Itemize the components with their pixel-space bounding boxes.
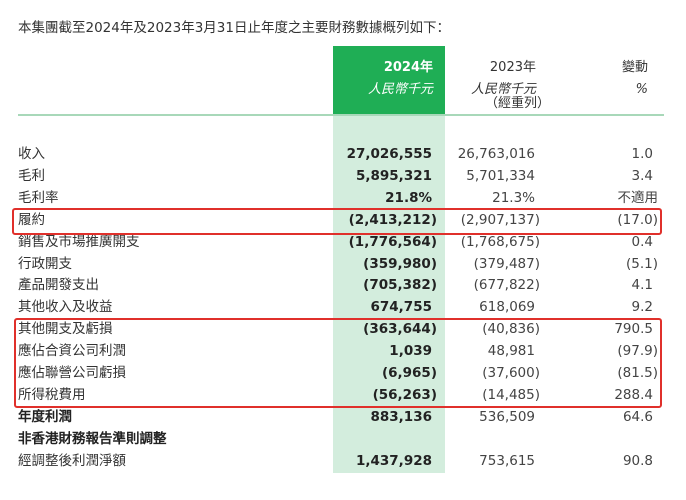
value-change: 90.8 bbox=[622, 452, 653, 469]
value-2023: (2,907,137) bbox=[460, 211, 540, 228]
value-change: (81.5) bbox=[617, 365, 658, 381]
value-change: 1.0 bbox=[631, 146, 653, 162]
value-2024: (705,382) bbox=[363, 277, 437, 294]
value-2023: 48,981 bbox=[487, 343, 535, 360]
header-change: 變動 bbox=[621, 60, 648, 75]
table-row: 所得稅費用 (56,263) (14,485) 288.4 bbox=[0, 384, 686, 406]
value-2023: 753,615 bbox=[479, 452, 535, 469]
value-2024: 27,026,555 bbox=[346, 146, 432, 162]
table-row: 其他開支及虧損 (363,644) (40,836) 790.5 bbox=[0, 318, 686, 340]
value-change: (17.0) bbox=[617, 211, 658, 228]
value-2024: (363,644) bbox=[363, 321, 437, 338]
row-label: 收入 bbox=[18, 146, 45, 162]
table-row: 年度利潤 883,136 536,509 64.6 bbox=[0, 406, 686, 428]
table-row: 行政開支 (359,980) (379,487) (5.1) bbox=[0, 253, 686, 275]
row-label: 非香港財務報告準則調整 bbox=[18, 430, 167, 447]
value-change: 不適用 bbox=[617, 189, 659, 206]
value-2023: 618,069 bbox=[479, 299, 535, 316]
value-2024: 5,895,321 bbox=[355, 167, 432, 184]
value-2024: 21.8% bbox=[385, 189, 432, 206]
value-2024: 1,039 bbox=[389, 343, 432, 360]
table-row: 應佔聯營公司虧損 (6,965) (37,600) (81.5) bbox=[0, 362, 686, 384]
header-2023-note: （經重列） bbox=[484, 96, 550, 111]
header-change-unit: % bbox=[635, 82, 648, 97]
row-label: 其他開支及虧損 bbox=[18, 321, 113, 338]
highlight-column-2024 bbox=[333, 115, 445, 473]
value-2024: (359,980) bbox=[363, 255, 437, 272]
header-2023-unit: 人民幣千元 bbox=[470, 82, 536, 97]
row-label: 應佔聯營公司虧損 bbox=[18, 365, 126, 381]
row-label: 產品開發支出 bbox=[18, 277, 99, 294]
table-row: 經調整後利潤淨額 1,437,928 753,615 90.8 bbox=[0, 450, 686, 472]
row-label: 經調整後利潤淨額 bbox=[18, 452, 126, 469]
value-2023: 21.3% bbox=[492, 189, 535, 206]
row-label: 履約 bbox=[18, 211, 45, 228]
value-change: 0.4 bbox=[631, 233, 653, 250]
value-change: (97.9) bbox=[617, 343, 658, 360]
table-row: 收入 27,026,555 26,763,016 1.0 bbox=[0, 143, 686, 165]
value-2023: (1,768,675) bbox=[460, 233, 540, 250]
table-row: 銷售及市場推廣開支 (1,776,564) (1,768,675) 0.4 bbox=[0, 231, 686, 253]
value-2023: 5,701,334 bbox=[466, 167, 535, 184]
row-label: 應佔合資公司利潤 bbox=[18, 343, 126, 360]
value-change: (5.1) bbox=[625, 255, 658, 272]
value-change: 9.2 bbox=[631, 299, 653, 316]
table-row: 毛利率 21.8% 21.3% 不適用 bbox=[0, 187, 686, 209]
row-label: 毛利 bbox=[18, 167, 45, 184]
value-2024: 1,437,928 bbox=[355, 452, 432, 469]
header-2024-year: 2024年 bbox=[383, 60, 433, 75]
value-2024: 883,136 bbox=[370, 408, 433, 425]
row-label: 毛利率 bbox=[18, 189, 59, 206]
row-label: 其他收入及收益 bbox=[18, 299, 113, 316]
value-2023: (677,822) bbox=[473, 277, 540, 294]
table-row: 履約 (2,413,212) (2,907,137) (17.0) bbox=[0, 209, 686, 231]
value-2023: (37,600) bbox=[482, 365, 540, 381]
value-2024: (56,263) bbox=[372, 386, 437, 403]
highlight-box-other-items bbox=[14, 318, 662, 408]
value-2023: (14,485) bbox=[482, 386, 540, 403]
header-divider bbox=[18, 114, 664, 116]
row-label: 銷售及市場推廣開支 bbox=[18, 233, 140, 250]
value-2024: (6,965) bbox=[381, 365, 437, 381]
value-change: 790.5 bbox=[614, 321, 653, 338]
row-label: 所得稅費用 bbox=[18, 386, 86, 403]
header-2023-year: 2023年 bbox=[489, 60, 536, 75]
highlight-box-fulfillment bbox=[12, 208, 662, 235]
table-row: 非香港財務報告準則調整 bbox=[0, 428, 686, 450]
value-2023: 536,509 bbox=[479, 408, 535, 425]
header-2024-unit: 人民幣千元 bbox=[367, 82, 433, 97]
value-2024: (2,413,212) bbox=[348, 211, 437, 228]
value-change: 288.4 bbox=[614, 386, 653, 403]
intro-text: 本集團截至2024年及2023年3月31日止年度之主要財務數據概列如下： bbox=[18, 20, 450, 36]
table-row: 產品開發支出 (705,382) (677,822) 4.1 bbox=[0, 274, 686, 296]
table-row: 毛利 5,895,321 5,701,334 3.4 bbox=[0, 165, 686, 187]
table-row: 其他收入及收益 674,755 618,069 9.2 bbox=[0, 296, 686, 318]
value-2024: 674,755 bbox=[370, 299, 433, 316]
value-2023: (379,487) bbox=[473, 255, 540, 272]
highlight-header-2024 bbox=[333, 46, 445, 116]
table-row: 應佔合資公司利潤 1,039 48,981 (97.9) bbox=[0, 340, 686, 362]
row-label: 年度利潤 bbox=[18, 408, 72, 425]
value-change: 4.1 bbox=[631, 277, 653, 294]
value-2024: (1,776,564) bbox=[348, 233, 437, 250]
value-change: 64.6 bbox=[622, 408, 653, 425]
value-change: 3.4 bbox=[631, 167, 653, 184]
value-2023: 26,763,016 bbox=[457, 146, 535, 162]
value-2023: (40,836) bbox=[482, 321, 540, 338]
row-label: 行政開支 bbox=[18, 255, 72, 272]
